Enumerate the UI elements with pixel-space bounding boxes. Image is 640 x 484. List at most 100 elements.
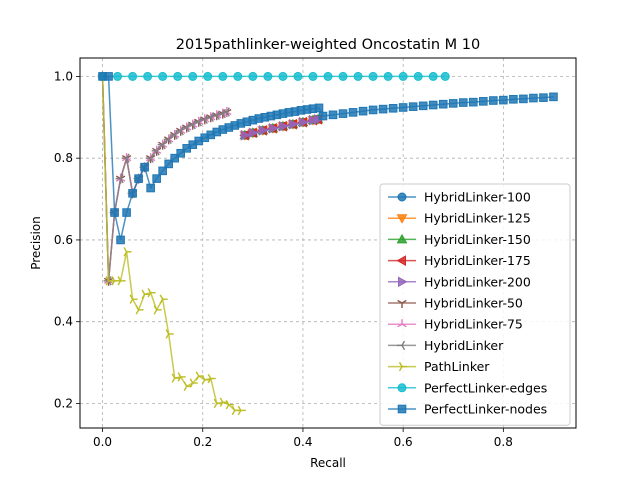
- legend-label: HybridLinker-175: [424, 253, 531, 268]
- data-point: [308, 114, 319, 126]
- y-tick-label: 0.2: [54, 396, 73, 410]
- data-point: [519, 94, 528, 104]
- marker-spoke: [153, 309, 158, 315]
- marker-spoke: [198, 121, 202, 127]
- data-point: [278, 71, 288, 81]
- data-point: [159, 294, 168, 304]
- data-point: [158, 166, 167, 176]
- marker-spoke: [237, 410, 242, 416]
- legend-marker: [397, 404, 407, 414]
- legend-label: PerfectLinker-nodes: [424, 402, 547, 417]
- data-point: [529, 93, 538, 103]
- marker-spoke: [207, 373, 212, 379]
- data-point: [122, 208, 131, 217]
- data-point: [163, 134, 172, 145]
- marker-spoke: [219, 401, 224, 407]
- marker-spoke: [183, 381, 188, 387]
- legend-label: HybridLinker: [424, 338, 504, 353]
- marker-spoke: [397, 299, 403, 304]
- marker-spoke: [168, 134, 172, 140]
- marker-spoke: [237, 405, 242, 411]
- data-point: [158, 71, 168, 81]
- data-point: [164, 159, 173, 169]
- marker-spoke: [226, 107, 230, 113]
- legend-entry: HybridLinker-75: [388, 317, 523, 332]
- y-tick-label: 1.0: [54, 69, 73, 83]
- data-point: [115, 173, 124, 184]
- legend-entry: HybridLinker-50: [388, 296, 523, 311]
- legend-label: PerfectLinker-edges: [424, 380, 547, 395]
- x-tick-label: 0.0: [93, 435, 112, 449]
- data-point: [134, 174, 143, 183]
- data-point: [368, 105, 378, 115]
- x-tick-label: 0.4: [293, 435, 312, 449]
- marker-spoke: [398, 361, 403, 367]
- data-point: [428, 100, 438, 110]
- y-axis-label: Precision: [29, 216, 43, 270]
- data-point: [152, 174, 161, 183]
- marker-spoke: [150, 153, 154, 159]
- data-point: [348, 108, 358, 117]
- data-point: [288, 118, 299, 130]
- data-point: [117, 276, 126, 286]
- data-point: [173, 71, 183, 81]
- data-point: [157, 139, 166, 150]
- marker-spoke: [216, 114, 220, 120]
- data-point: [237, 405, 246, 416]
- x-ticks: 0.0 0.2 0.4 0.6 0.8: [93, 428, 513, 449]
- marker-spoke: [153, 305, 158, 311]
- data-point: [140, 162, 149, 172]
- series-pathlinker: [99, 71, 246, 416]
- marker-spoke: [165, 333, 170, 339]
- marker-spoke: [195, 371, 200, 377]
- data-point: [328, 110, 338, 120]
- legend-entry: HybridLinker-150: [388, 232, 531, 247]
- marker-spoke: [401, 345, 406, 351]
- marker-spoke: [159, 294, 164, 300]
- series-line: [101, 76, 228, 281]
- data-point: [146, 183, 155, 193]
- legend-marker: [396, 214, 408, 224]
- marker-spoke: [186, 127, 190, 133]
- data-point: [177, 372, 186, 382]
- legend-entry: HybridLinker-175: [388, 253, 531, 268]
- marker-spoke: [210, 116, 214, 122]
- marker-spoke: [231, 405, 236, 411]
- data-point: [233, 71, 243, 81]
- data-point: [170, 153, 179, 163]
- y-tick-label: 0.6: [54, 233, 73, 247]
- data-point: [499, 95, 508, 105]
- x-tick-label: 0.8: [494, 435, 513, 449]
- data-point: [278, 120, 289, 132]
- marker-spoke: [189, 378, 194, 384]
- data-point: [104, 72, 113, 81]
- marker-spoke: [398, 366, 403, 372]
- data-point: [248, 71, 258, 81]
- series-layer: [97, 71, 558, 416]
- legend-entry: PerfectLinker-edges: [388, 380, 547, 395]
- data-point: [314, 103, 324, 113]
- marker-spoke: [201, 375, 206, 381]
- marker-spoke: [105, 276, 110, 282]
- data-point: [418, 101, 428, 111]
- data-point: [225, 400, 234, 410]
- legend-label: HybridLinker-150: [424, 232, 531, 247]
- marker-spoke: [171, 373, 176, 379]
- marker-spoke: [195, 375, 200, 381]
- y-tick-label: 0.8: [54, 151, 73, 165]
- data-point: [203, 71, 213, 81]
- series-hybridlinker-200: [240, 113, 324, 141]
- legend-marker: [398, 276, 408, 288]
- marker-spoke: [147, 292, 152, 298]
- marker-spoke: [123, 247, 128, 253]
- y-ticks: 0.2 0.4 0.6 0.8 1.0: [54, 69, 80, 410]
- marker-spoke: [177, 372, 182, 378]
- data-point: [539, 93, 548, 102]
- data-point: [153, 305, 162, 315]
- data-point: [141, 289, 150, 299]
- data-point: [221, 107, 230, 117]
- marker-spoke: [135, 309, 140, 315]
- marker-spoke: [141, 289, 146, 295]
- legend-marker: [397, 319, 407, 328]
